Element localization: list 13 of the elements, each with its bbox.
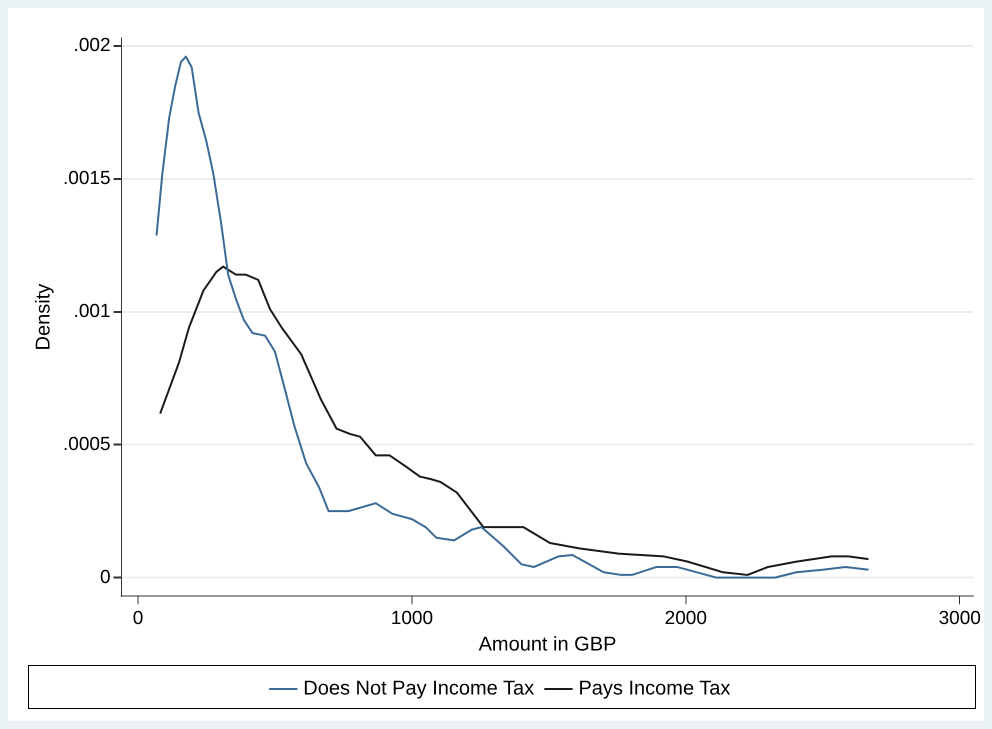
- legend-label: Pays Income Tax: [578, 678, 730, 700]
- y-tick-label: .002: [74, 35, 111, 56]
- x-tick-label: 1000: [390, 608, 434, 629]
- x-tick-label: 2000: [664, 608, 707, 629]
- y-axis-title: Density: [32, 284, 55, 350]
- x-tick-label: 0: [132, 608, 144, 629]
- y-tick-label: 0: [100, 566, 111, 588]
- y-tick-label: .001: [74, 301, 111, 322]
- legend-label: Does Not Pay Income Tax: [303, 678, 534, 700]
- x-tick-label: 3000: [938, 608, 981, 629]
- y-tick-label: .0015: [63, 168, 111, 190]
- x-axis-title: Amount in GBP: [478, 634, 616, 656]
- y-tick-label: .0005: [63, 434, 111, 455]
